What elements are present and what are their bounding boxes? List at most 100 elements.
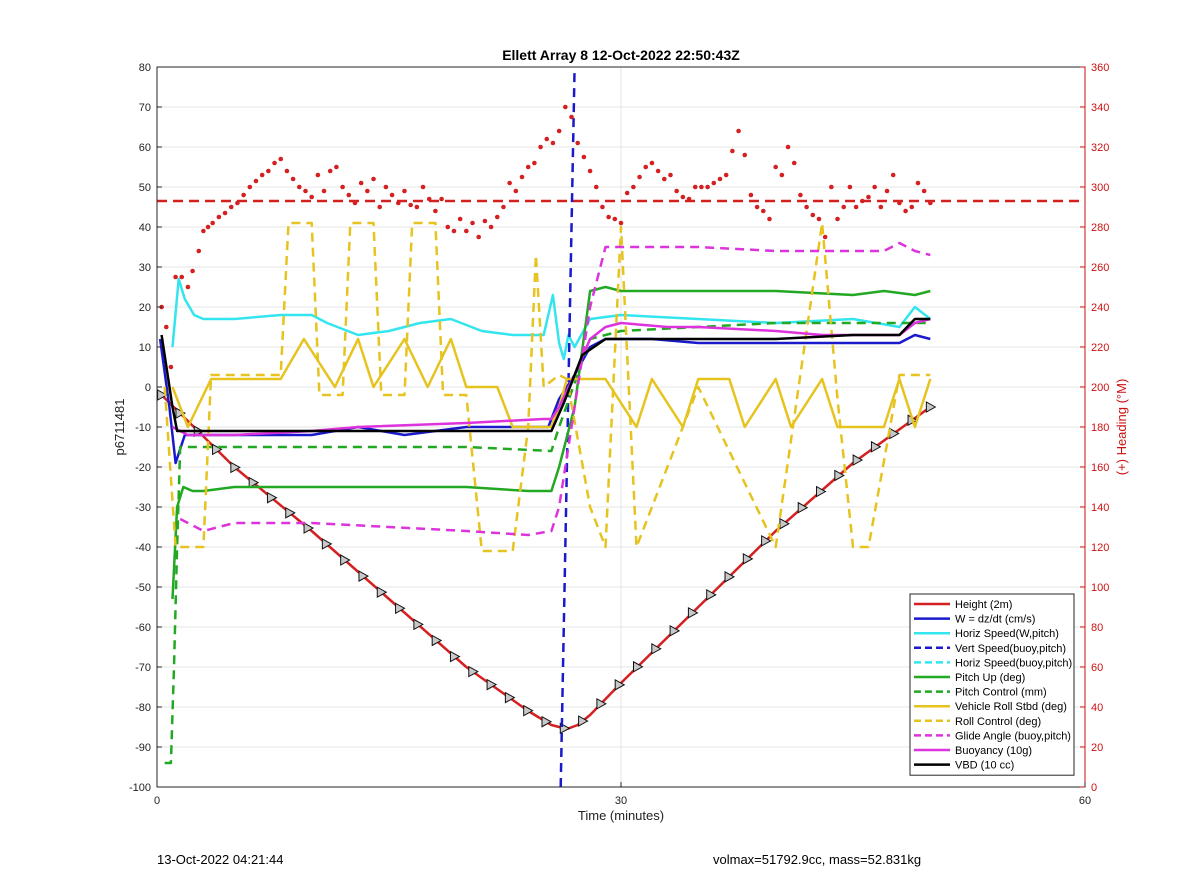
y2-tick-label: 140 bbox=[1091, 502, 1109, 514]
heading-point bbox=[247, 184, 253, 190]
heading-point bbox=[327, 168, 333, 174]
y2-tick-label: 340 bbox=[1091, 102, 1109, 114]
heading-point bbox=[804, 204, 809, 210]
legend-entry: W = dz/dt (cm/s) bbox=[955, 614, 1035, 626]
legend-entry: Horiz Speed(W,pitch) bbox=[955, 628, 1059, 640]
x-tick-label: 60 bbox=[1079, 795, 1091, 807]
heading-point bbox=[173, 274, 178, 280]
x-tick-label: 30 bbox=[615, 795, 627, 807]
y-tick-label: 80 bbox=[139, 62, 151, 74]
heading-point bbox=[241, 192, 246, 198]
y-tick-label: -30 bbox=[135, 502, 151, 514]
heading-point bbox=[662, 176, 667, 182]
y-tick-label: 40 bbox=[139, 222, 151, 234]
heading-point bbox=[321, 188, 327, 194]
heading-point bbox=[841, 204, 847, 210]
heading-point bbox=[235, 200, 240, 206]
series-line-vehicle-roll-stbd-deg bbox=[171, 337, 932, 429]
heading-point bbox=[408, 202, 413, 208]
y-tick-label: -20 bbox=[135, 462, 151, 474]
heading-point bbox=[457, 216, 463, 222]
heading-point bbox=[754, 204, 760, 210]
height-marker bbox=[376, 586, 388, 599]
heading-point bbox=[253, 178, 259, 184]
heading-point bbox=[163, 324, 169, 330]
heading-point bbox=[266, 168, 271, 174]
height-marker bbox=[724, 571, 736, 583]
heading-point bbox=[420, 184, 426, 190]
height-marker bbox=[285, 507, 296, 519]
y-tick-label: -10 bbox=[135, 422, 151, 434]
legend-entry: Buoyancy (10g) bbox=[955, 745, 1032, 757]
footer-vehicle-info: volmax=51792.9cc, mass=52.831kg bbox=[713, 852, 922, 867]
y-tick-label: 0 bbox=[145, 382, 151, 394]
heading-point bbox=[501, 204, 506, 210]
height-marker bbox=[852, 454, 864, 466]
heading-point bbox=[315, 172, 321, 178]
y-tick-label: 20 bbox=[139, 302, 151, 314]
height-marker bbox=[706, 588, 717, 601]
height-marker bbox=[779, 517, 790, 530]
height-marker bbox=[797, 501, 809, 514]
heading-point bbox=[816, 216, 822, 222]
heading-point bbox=[822, 234, 828, 240]
height-marker bbox=[523, 704, 534, 717]
heading-point bbox=[168, 364, 174, 370]
height-marker bbox=[340, 554, 351, 566]
heading-point bbox=[205, 224, 211, 230]
height-marker bbox=[834, 469, 845, 482]
legend-entry: Roll Control (deg) bbox=[955, 716, 1041, 728]
heading-point bbox=[346, 192, 352, 198]
heading-point bbox=[228, 204, 234, 210]
y-tick-label: 60 bbox=[139, 142, 151, 154]
height-marker bbox=[742, 553, 754, 565]
y-tick-label: 50 bbox=[139, 182, 151, 194]
y2-tick-label: 200 bbox=[1091, 382, 1109, 394]
series-layer bbox=[157, 66, 1085, 788]
heading-point bbox=[705, 184, 710, 190]
legend-entry: Pitch Control (mm) bbox=[955, 687, 1047, 699]
y2-tick-label: 60 bbox=[1091, 662, 1103, 674]
heading-point bbox=[569, 114, 574, 120]
y2-tick-label: 40 bbox=[1091, 702, 1103, 714]
y-tick-label: 30 bbox=[139, 262, 151, 274]
heading-point bbox=[909, 204, 915, 210]
y2-tick-label: 300 bbox=[1091, 182, 1109, 194]
heading-point bbox=[290, 176, 296, 182]
y2-tick-label: 80 bbox=[1091, 622, 1103, 634]
series-line-glide-angle-buoy-pitch bbox=[179, 241, 931, 537]
heading-point bbox=[730, 148, 735, 154]
height-marker bbox=[321, 538, 333, 550]
heading-point bbox=[767, 216, 772, 222]
heading-point bbox=[773, 164, 778, 170]
heading-point bbox=[643, 164, 649, 170]
height-marker bbox=[486, 678, 498, 691]
height-marker bbox=[578, 715, 589, 727]
heading-point bbox=[216, 214, 222, 220]
y2-tick-label: 360 bbox=[1091, 62, 1109, 74]
heading-point bbox=[575, 140, 580, 146]
heading-point bbox=[779, 172, 785, 178]
heading-point bbox=[668, 172, 673, 178]
height-marker bbox=[248, 476, 260, 489]
y-tick-label: 70 bbox=[139, 102, 151, 114]
height-marker bbox=[816, 485, 827, 498]
footer-timestamp: 13-Oct-2022 04:21:44 bbox=[157, 852, 284, 867]
y-axis-label: p6711481 bbox=[112, 399, 127, 456]
heading-point bbox=[866, 194, 871, 200]
height-marker bbox=[504, 691, 516, 704]
heading-point bbox=[185, 284, 191, 290]
height-marker bbox=[266, 491, 278, 504]
y2-tick-label: 180 bbox=[1091, 422, 1109, 434]
height-marker bbox=[632, 660, 644, 673]
y2-tick-label: 160 bbox=[1091, 462, 1109, 474]
heading-point bbox=[897, 200, 902, 206]
heading-point bbox=[482, 218, 488, 224]
heading-point bbox=[680, 194, 686, 200]
heading-point bbox=[210, 220, 215, 226]
y-tick-label: -80 bbox=[135, 702, 151, 714]
heading-point bbox=[587, 168, 593, 174]
heading-point bbox=[507, 180, 512, 186]
legend-entry: Glide Angle (buoy,pitch) bbox=[955, 730, 1071, 742]
heading-point bbox=[835, 216, 840, 222]
